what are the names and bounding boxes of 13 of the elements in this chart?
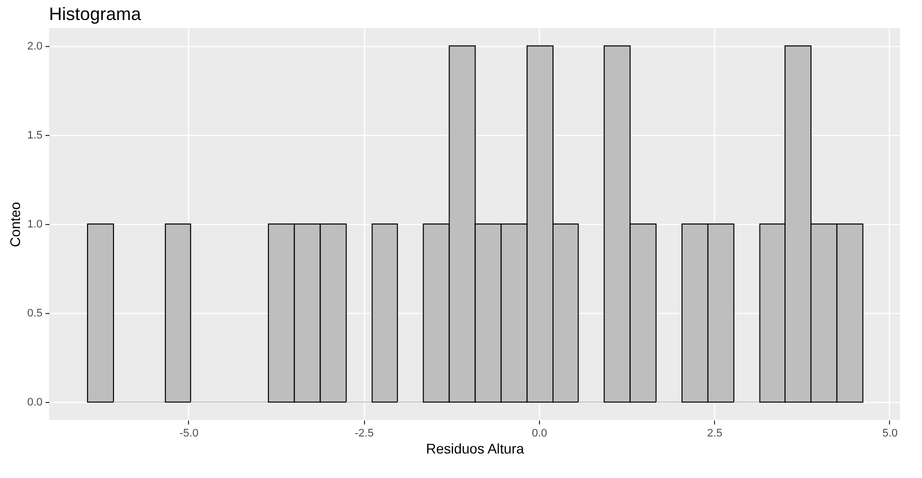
x-tick-label: 2.5 [707,428,722,440]
x-axis-title: Residuos Altura [426,440,524,456]
x-tick-label: 0.0 [532,428,548,440]
y-tick-label: 0.0 [27,396,42,409]
x-tick-label: 5.0 [882,428,898,440]
y-tick-label: 0.5 [27,308,42,320]
x-tick-label: -5.0 [180,428,198,440]
x-tick-label: -2.5 [354,428,374,440]
y-axis-title: Conteo [7,202,24,248]
y-tick-label: 1.0 [27,218,42,230]
y-tick-label: 1.5 [27,129,42,142]
chart-title: Histograma [49,4,142,24]
y-tick-label: 2.0 [27,40,42,52]
